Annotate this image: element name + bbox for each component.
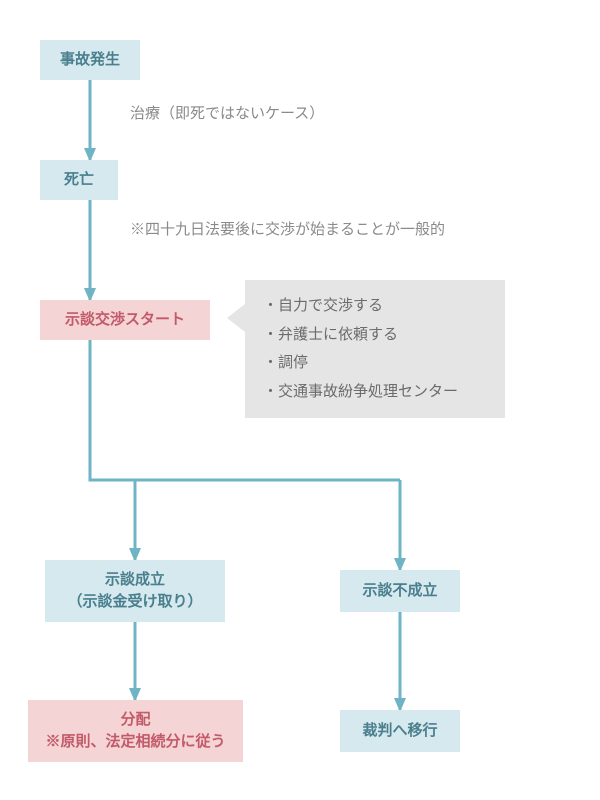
node-label: 裁判へ移行 bbox=[362, 720, 437, 743]
node-label: 死亡 bbox=[64, 169, 94, 192]
node-accident: 事故発生 bbox=[40, 40, 140, 80]
node-label: 示談成立（示談金受け取り） bbox=[67, 569, 202, 614]
callout-item: ・弁護士に依頼する bbox=[263, 321, 487, 350]
node-label: 事故発生 bbox=[60, 49, 120, 72]
node-label: 示談交渉スタート bbox=[65, 309, 185, 332]
callout-item: ・調停 bbox=[263, 349, 487, 378]
options-callout: ・自力で交渉する ・弁護士に依頼する ・調停 ・交通事故紛争処理センター bbox=[245, 280, 505, 418]
callout-item: ・交通事故紛争処理センター bbox=[263, 378, 487, 407]
node-label: 分配※原則、法定相続分に従う bbox=[45, 709, 225, 754]
flowchart-canvas: 事故発生 死亡 示談交渉スタート 示談成立（示談金受け取り） 示談不成立 分配※… bbox=[0, 0, 600, 800]
callout-pointer bbox=[227, 304, 245, 332]
node-negotiation-start: 示談交渉スタート bbox=[40, 300, 210, 340]
node-settlement-success: 示談成立（示談金受け取り） bbox=[45, 560, 225, 622]
node-distribute: 分配※原則、法定相続分に従う bbox=[28, 700, 243, 762]
node-death: 死亡 bbox=[40, 160, 118, 200]
callout-item: ・自力で交渉する bbox=[263, 292, 487, 321]
node-trial: 裁判へ移行 bbox=[340, 710, 460, 752]
node-label: 示談不成立 bbox=[362, 580, 437, 603]
annotation-fortynine: ※四十九日法要後に交渉が始まることが一般的 bbox=[130, 218, 445, 239]
annotation-text: 治療（即死ではないケース） bbox=[130, 105, 324, 122]
annotation-treatment: 治療（即死ではないケース） bbox=[130, 102, 324, 123]
node-settlement-fail: 示談不成立 bbox=[340, 570, 460, 612]
annotation-text: ※四十九日法要後に交渉が始まることが一般的 bbox=[130, 221, 445, 238]
